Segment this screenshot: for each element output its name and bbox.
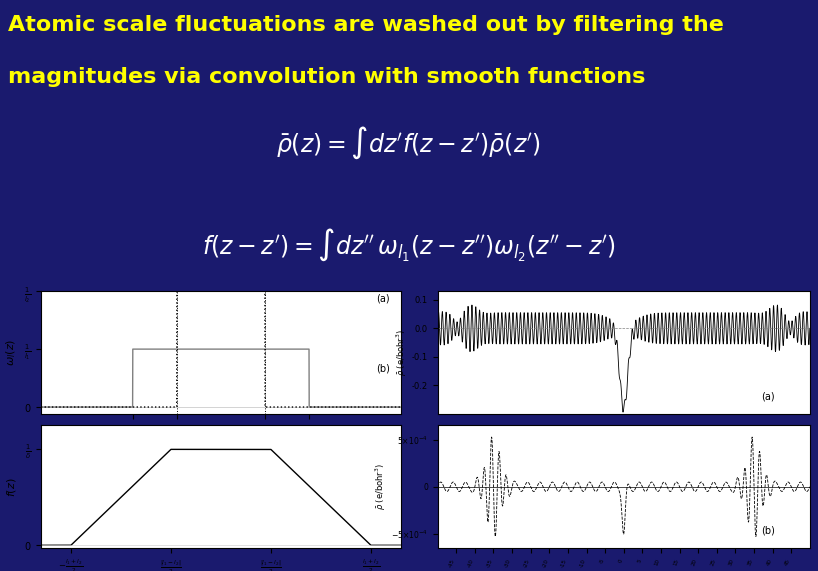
Text: (a): (a) (762, 391, 775, 401)
Text: magnitudes via convolution with smooth functions: magnitudes via convolution with smooth f… (8, 67, 645, 87)
Text: (a): (a) (375, 293, 389, 303)
Y-axis label: $\bar{\rho}$ (e/bohr$^3$): $\bar{\rho}$ (e/bohr$^3$) (374, 463, 389, 510)
Text: $\bar{\rho}(z) = \int dz^{\prime} f(z-z^{\prime})\bar{\rho}(z^{\prime})$: $\bar{\rho}(z) = \int dz^{\prime} f(z-z^… (276, 125, 542, 161)
Text: $f(z-z^{\prime}) = \int dz^{\prime\prime}\,\omega_{l_1}(z-z^{\prime\prime})\omeg: $f(z-z^{\prime}) = \int dz^{\prime\prime… (202, 227, 616, 263)
Text: (b): (b) (762, 525, 775, 536)
Y-axis label: $\bar{\rho}$ (e/bohr$^3$): $\bar{\rho}$ (e/bohr$^3$) (394, 329, 409, 376)
Text: Atomic scale fluctuations are washed out by filtering the: Atomic scale fluctuations are washed out… (8, 15, 724, 35)
Text: (b): (b) (375, 363, 389, 373)
Y-axis label: $\omega_l(z)$: $\omega_l(z)$ (5, 339, 18, 366)
Y-axis label: $f(z)$: $f(z)$ (5, 477, 18, 497)
